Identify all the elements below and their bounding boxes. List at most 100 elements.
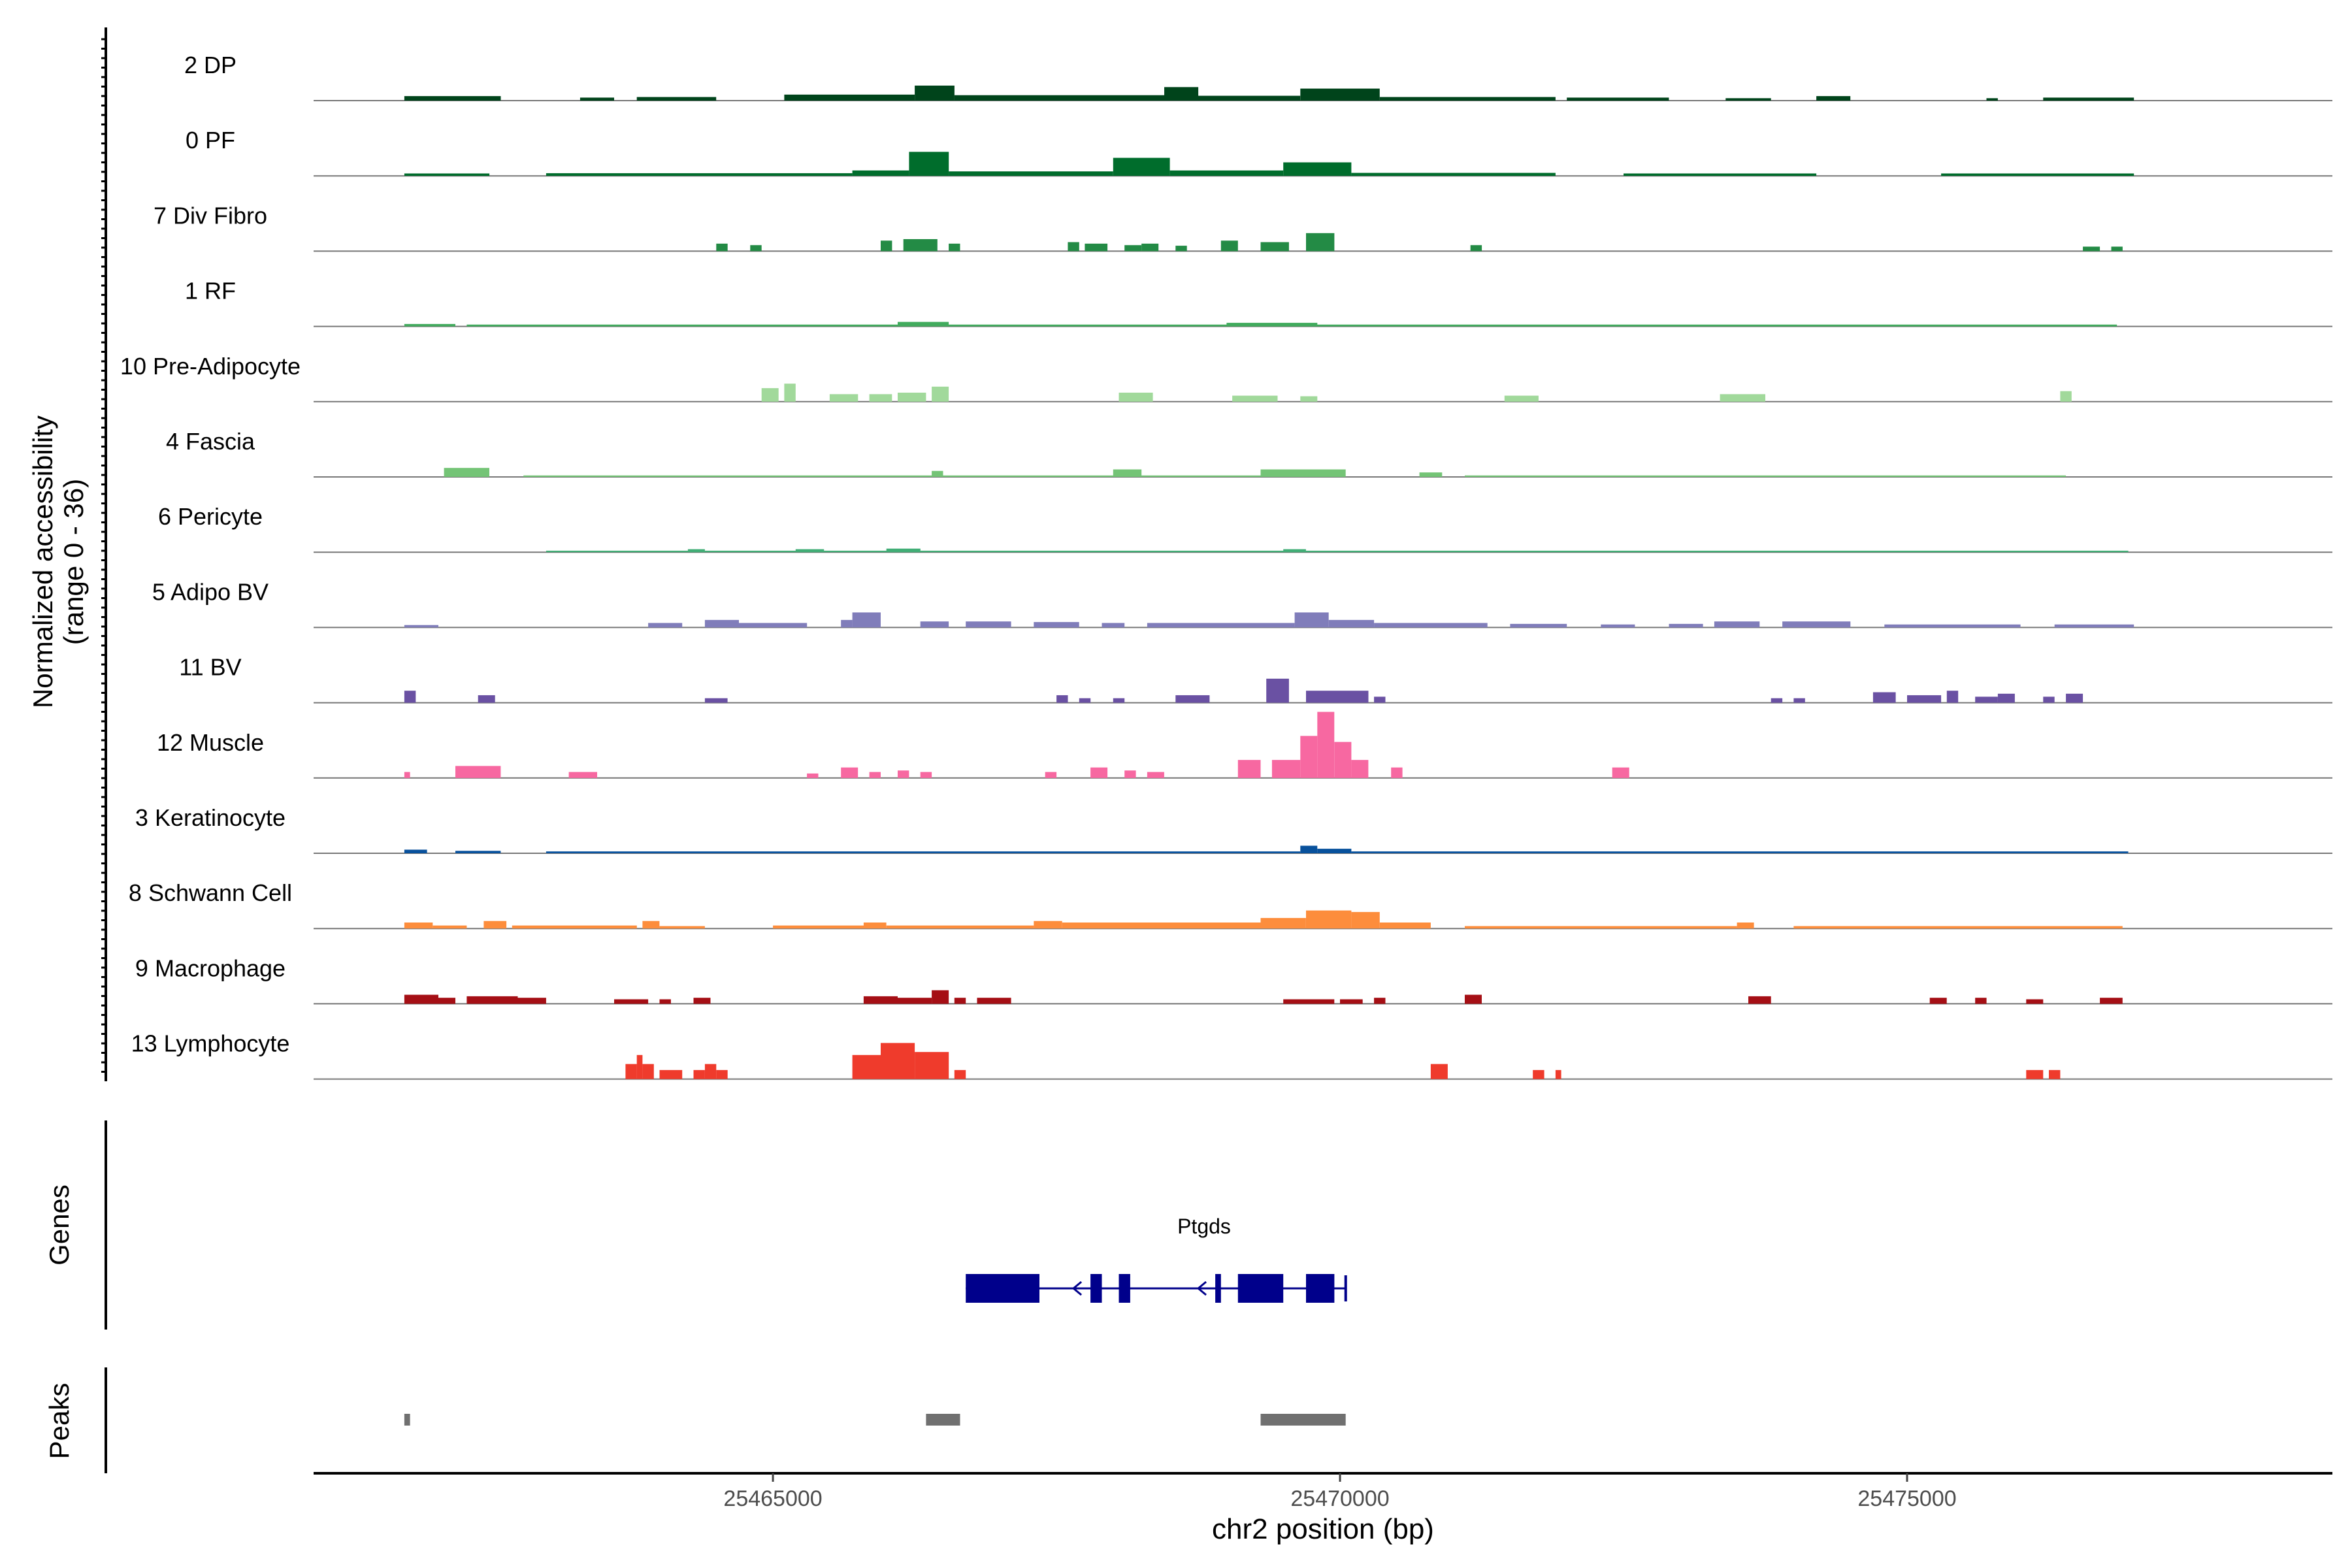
coverage-region	[1986, 98, 1998, 101]
coverage-region	[1340, 999, 1363, 1004]
coverage-region	[1725, 98, 1771, 101]
coverage-region	[841, 767, 858, 778]
coverage-region	[404, 625, 438, 628]
coverage-region	[404, 849, 427, 853]
coverage-region	[693, 998, 711, 1004]
coverage-region	[1884, 624, 2021, 628]
coverage-region	[1782, 621, 1851, 628]
coverage-region	[920, 772, 932, 778]
coverage-region	[1034, 921, 1062, 929]
coverage-region	[2111, 246, 2123, 252]
coverage-region	[1351, 172, 1556, 176]
coverage-region	[659, 926, 705, 929]
coverage-region	[404, 96, 501, 101]
x-axis-title: chr2 position (bp)	[1212, 1513, 1434, 1545]
coverage-region	[693, 1070, 705, 1079]
coverage-region	[636, 97, 717, 101]
coverage-region	[932, 386, 949, 402]
gene-exon	[1119, 1274, 1130, 1303]
coverage-region	[1317, 849, 1352, 853]
coverage-region	[795, 549, 825, 553]
coverage-region	[1147, 772, 1164, 778]
track-12-muscle: 12 Muscle	[157, 711, 2332, 779]
coverage-region	[1720, 394, 1765, 402]
coverage-region	[909, 152, 949, 176]
coverage-region	[704, 1064, 717, 1079]
coverage-region	[636, 1054, 643, 1079]
track-label: 11 BV	[179, 654, 241, 681]
track-label: 12 Muscle	[157, 729, 264, 756]
peaks-track	[404, 1414, 1346, 1426]
coverage-region	[466, 996, 518, 1004]
coverage-region	[1113, 698, 1125, 703]
coverage-region	[2054, 624, 2134, 628]
coverage-region	[1601, 624, 1635, 628]
coverage-region	[404, 923, 433, 929]
coverage-region	[739, 623, 808, 628]
coverage-region	[1237, 760, 1261, 778]
coverage-region	[1379, 97, 1556, 101]
coverage-region	[2060, 391, 2072, 402]
coverage-region	[1941, 173, 2134, 176]
coverage-region	[761, 388, 779, 402]
coverage-region	[954, 1070, 966, 1079]
coverage-region	[1294, 612, 1329, 628]
coverage-region	[1283, 162, 1352, 176]
coverage-region	[977, 998, 1011, 1004]
coverage-region	[784, 94, 915, 101]
track-7-div-fibro: 7 Div Fibro	[154, 202, 2332, 252]
coverage-region	[546, 851, 1301, 853]
track-10-pre-adipocyte: 10 Pre-Adipocyte	[120, 353, 2332, 402]
coverage-region	[1975, 998, 1987, 1004]
coverage-region	[1929, 998, 1947, 1004]
coverage-region	[1391, 767, 1403, 778]
coverage-region	[1771, 698, 1783, 703]
coverage-region	[1714, 621, 1760, 628]
track-label: 9 Macrophage	[135, 955, 286, 981]
coverage-region	[1374, 696, 1386, 703]
coverage-region	[1124, 770, 1136, 778]
track-label: 6 Pericyte	[158, 503, 263, 530]
x-axis-ticks: 25465000 25470000 25475000	[723, 1473, 1957, 1511]
coverage-region	[478, 695, 495, 703]
coverage-region	[1034, 622, 1079, 628]
coverage-region	[852, 1054, 881, 1079]
coverage-region	[483, 921, 507, 929]
coverage-region	[863, 923, 887, 929]
gene-exon	[1237, 1274, 1284, 1303]
coverage-region	[1748, 996, 1771, 1004]
coverage-region	[1085, 243, 1108, 252]
coverage-region	[659, 999, 671, 1004]
coverage-region	[807, 773, 819, 778]
track-1-rf: 1 RF	[185, 278, 2332, 327]
track-5-adipo-bv: 5 Adipo BV	[152, 578, 2332, 629]
coverage-region	[1283, 549, 1306, 553]
coverage-region	[1793, 926, 2123, 929]
coverage-region	[1175, 695, 1210, 703]
coverage-region	[750, 245, 762, 252]
coverage-region	[1232, 395, 1278, 402]
coverage-region	[1465, 994, 1482, 1004]
coverage-region	[1260, 469, 1346, 477]
gene-exon	[1090, 1274, 1102, 1303]
track-13-lymphocyte: 13 Lymphocyte	[131, 1030, 2332, 1080]
coverage-region	[2026, 1070, 2044, 1079]
coverage-region	[1430, 1064, 1448, 1079]
coverage-region	[1946, 691, 1959, 703]
x-tick-label: 25465000	[723, 1486, 822, 1511]
track-6-pericyte: 6 Pericyte	[158, 503, 2332, 553]
gene-strand-arrow	[1196, 1281, 1207, 1296]
genes-panel-label: Genes	[44, 1184, 74, 1266]
coverage-region	[404, 772, 410, 778]
track-3-keratinocyte: 3 Keratinocyte	[135, 804, 2332, 854]
track-label: 4 Fascia	[166, 428, 255, 455]
coverage-region	[404, 691, 416, 703]
coverage-region	[2026, 999, 2044, 1004]
coverage-region	[1351, 911, 1380, 929]
coverage-region	[1379, 923, 1431, 929]
coverage-region	[704, 619, 739, 628]
coverage-region	[1124, 245, 1142, 252]
coverage-region	[903, 239, 938, 252]
coverage-region	[659, 1070, 683, 1079]
